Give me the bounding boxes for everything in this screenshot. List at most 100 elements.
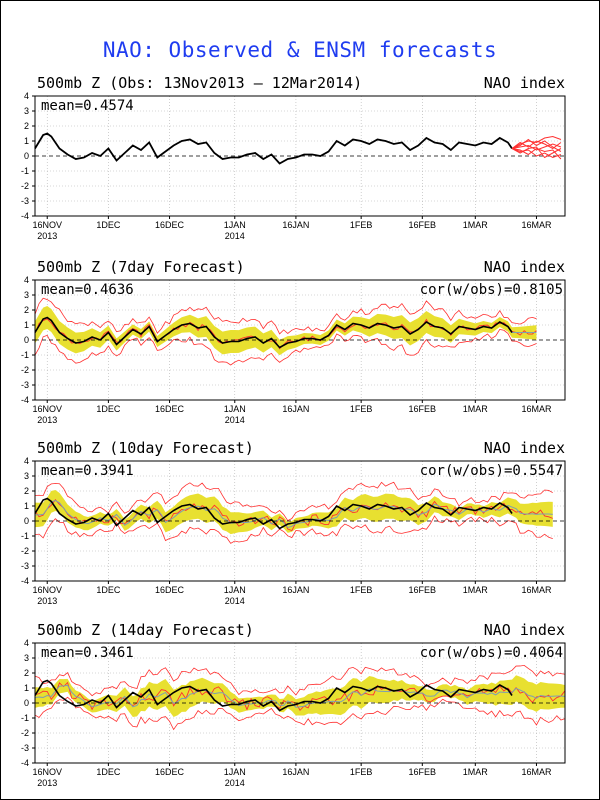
x-tick-label: 16FEB bbox=[409, 585, 437, 595]
x-tick-label: 16MAR bbox=[521, 404, 552, 414]
panel-index-label: NAO index bbox=[484, 621, 565, 639]
x-tick-label: 1JAN bbox=[224, 404, 246, 414]
x-tick-label: 16JAN bbox=[282, 767, 309, 777]
x-tick-label: 16FEB bbox=[409, 220, 437, 230]
y-tick-label: 1 bbox=[24, 683, 29, 693]
correlation-label: cor(w/obs)=0.4064 bbox=[420, 645, 563, 661]
x-tick-year: 2014 bbox=[225, 415, 245, 425]
observed-line bbox=[34, 497, 513, 530]
y-tick-label: -2 bbox=[21, 365, 29, 375]
x-tick-label: 16FEB bbox=[409, 767, 437, 777]
ensemble-max-line bbox=[34, 664, 566, 697]
panel-index-label: NAO index bbox=[484, 258, 565, 276]
x-tick-year: 2013 bbox=[37, 415, 57, 425]
y-tick-label: -1 bbox=[21, 350, 29, 360]
panel-index-label: NAO index bbox=[484, 74, 565, 92]
y-tick-label: -4 bbox=[21, 395, 29, 405]
x-tick-label: 16DEC bbox=[155, 220, 185, 230]
ensemble-member-line bbox=[511, 146, 562, 159]
x-tick-label: 16FEB bbox=[409, 404, 437, 414]
mean-label: mean=0.4574 bbox=[41, 98, 134, 114]
y-tick-label: -2 bbox=[21, 181, 29, 191]
observed-line bbox=[34, 132, 513, 165]
mean-label: mean=0.3461 bbox=[41, 645, 134, 661]
y-tick-label: 2 bbox=[24, 121, 29, 131]
spread-band bbox=[35, 675, 565, 718]
ensemble-member-line bbox=[511, 138, 562, 152]
y-tick-label: 0 bbox=[24, 698, 29, 708]
y-tick-label: 2 bbox=[24, 305, 29, 315]
y-tick-label: 2 bbox=[24, 668, 29, 678]
x-tick-label: 1MAR bbox=[463, 404, 489, 414]
spread-band bbox=[35, 490, 553, 535]
mean-label: mean=0.3941 bbox=[41, 463, 134, 479]
y-tick-label: -4 bbox=[21, 211, 29, 221]
x-tick-label: 16DEC bbox=[155, 404, 185, 414]
x-tick-label: 16JAN bbox=[282, 220, 309, 230]
x-tick-label: 1FEB bbox=[350, 767, 373, 777]
panel-title: 500mb Z (14day Forecast) bbox=[37, 621, 254, 639]
x-tick-label: 16MAR bbox=[521, 220, 552, 230]
correlation-label: cor(w/obs)=0.5547 bbox=[420, 463, 563, 479]
y-tick-label: 4 bbox=[24, 456, 29, 466]
mean-label: mean=0.4636 bbox=[41, 282, 134, 298]
x-tick-label: 1JAN bbox=[224, 220, 246, 230]
panel-title: 500mb Z (10day Forecast) bbox=[37, 439, 254, 457]
x-tick-label: 1DEC bbox=[96, 767, 121, 777]
x-tick-year: 2014 bbox=[225, 231, 245, 241]
y-tick-label: 3 bbox=[24, 471, 29, 481]
x-tick-label: 16DEC bbox=[155, 585, 185, 595]
x-tick-label: 1DEC bbox=[96, 585, 121, 595]
x-tick-year: 2014 bbox=[225, 778, 245, 788]
y-tick-label: -3 bbox=[21, 561, 29, 571]
x-tick-label: 1JAN bbox=[224, 585, 246, 595]
x-tick-year: 2013 bbox=[37, 778, 57, 788]
x-tick-label: 16NOV bbox=[32, 404, 62, 414]
x-tick-label: 16DEC bbox=[155, 767, 185, 777]
y-tick-label: 2 bbox=[24, 486, 29, 496]
y-tick-label: 4 bbox=[24, 638, 29, 648]
y-tick-label: -1 bbox=[21, 166, 29, 176]
y-tick-label: -3 bbox=[21, 380, 29, 390]
ensemble-member-line bbox=[511, 148, 562, 159]
ensemble-max-line bbox=[34, 297, 537, 335]
y-tick-label: -1 bbox=[21, 713, 29, 723]
ensemble-mean-line bbox=[34, 684, 566, 708]
spread-band bbox=[35, 305, 537, 356]
y-tick-label: 1 bbox=[24, 136, 29, 146]
y-tick-label: 0 bbox=[24, 335, 29, 345]
x-tick-label: 1FEB bbox=[350, 404, 373, 414]
y-tick-label: 4 bbox=[24, 275, 29, 285]
y-tick-label: 0 bbox=[24, 516, 29, 526]
y-tick-label: 0 bbox=[24, 151, 29, 161]
y-tick-label: 4 bbox=[24, 91, 29, 101]
x-tick-year: 2013 bbox=[37, 596, 57, 606]
y-tick-label: -2 bbox=[21, 546, 29, 556]
correlation-label: cor(w/obs)=0.8105 bbox=[420, 282, 563, 298]
x-tick-label: 1MAR bbox=[463, 767, 489, 777]
x-tick-year: 2014 bbox=[225, 596, 245, 606]
x-tick-label: 16MAR bbox=[521, 585, 552, 595]
ensemble-max-line bbox=[34, 481, 553, 522]
ensemble-min-line bbox=[34, 515, 553, 544]
x-tick-label: 16NOV bbox=[32, 585, 62, 595]
y-tick-label: -4 bbox=[21, 758, 29, 768]
forecast-line bbox=[34, 499, 553, 532]
y-tick-label: 3 bbox=[24, 290, 29, 300]
y-tick-label: -3 bbox=[21, 743, 29, 753]
x-tick-label: 16JAN bbox=[282, 585, 309, 595]
x-tick-label: 16MAR bbox=[521, 767, 552, 777]
x-tick-label: 1MAR bbox=[463, 220, 489, 230]
y-tick-label: -4 bbox=[21, 576, 29, 586]
y-tick-label: 1 bbox=[24, 320, 29, 330]
observed-line bbox=[34, 679, 513, 712]
y-tick-label: -1 bbox=[21, 531, 29, 541]
panel-4: 500mb Z (14day Forecast) NAO index 4 3 2 1 0 -1… bbox=[21, 621, 566, 788]
ensemble-member-line bbox=[511, 140, 562, 150]
x-tick-label: 16NOV bbox=[32, 767, 62, 777]
panel-index-label: NAO index bbox=[484, 439, 565, 457]
y-tick-label: -3 bbox=[21, 196, 29, 206]
ensemble-member-line bbox=[511, 147, 562, 160]
y-tick-label: 3 bbox=[24, 653, 29, 663]
